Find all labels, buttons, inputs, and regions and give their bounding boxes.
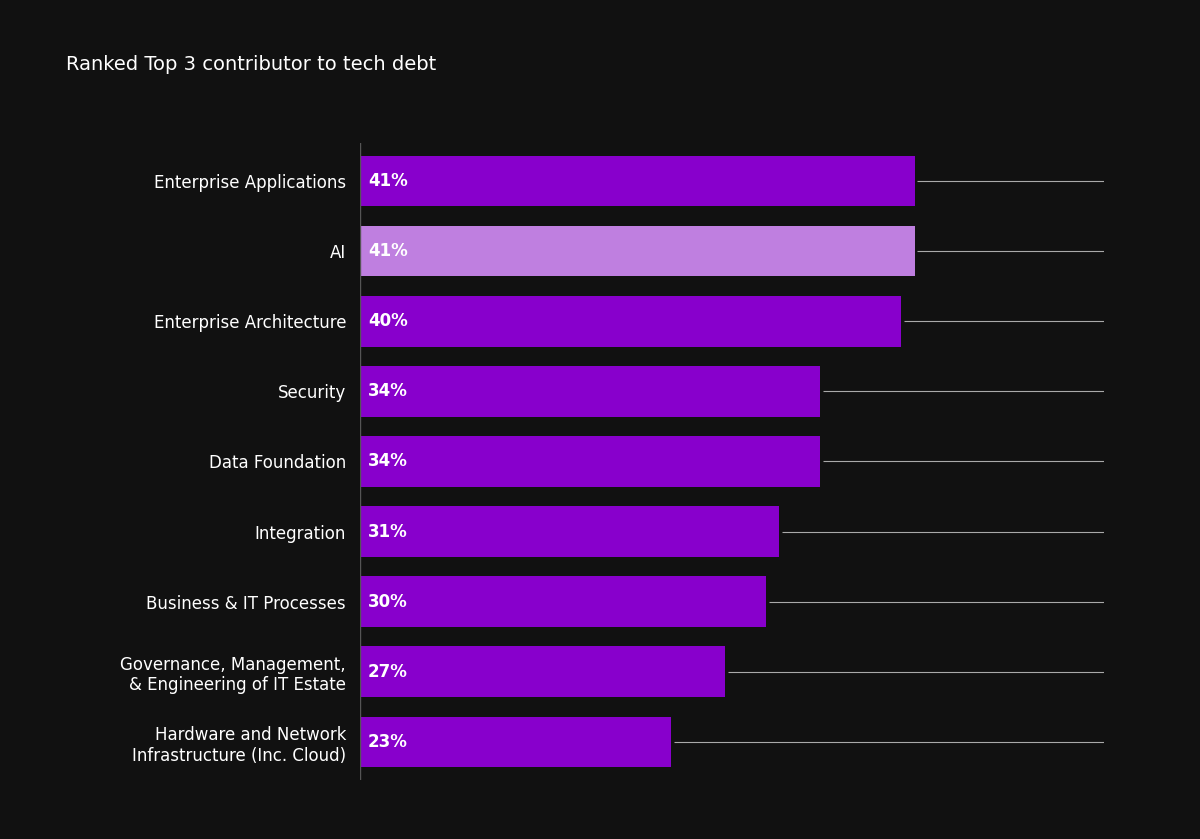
Bar bbox=[360, 296, 901, 347]
Bar bbox=[360, 506, 779, 557]
Text: 30%: 30% bbox=[368, 592, 408, 611]
Bar bbox=[360, 156, 914, 206]
Text: 34%: 34% bbox=[368, 383, 408, 400]
Text: Ranked Top 3 contributor to tech debt: Ranked Top 3 contributor to tech debt bbox=[66, 55, 437, 74]
Bar bbox=[360, 436, 820, 487]
Text: 41%: 41% bbox=[368, 172, 408, 190]
Text: 34%: 34% bbox=[368, 452, 408, 471]
Bar bbox=[360, 366, 820, 417]
Bar bbox=[360, 226, 914, 277]
Bar bbox=[360, 576, 766, 627]
Text: 27%: 27% bbox=[368, 663, 408, 680]
Text: 23%: 23% bbox=[368, 732, 408, 751]
Text: 40%: 40% bbox=[368, 312, 408, 331]
Text: 31%: 31% bbox=[368, 523, 408, 540]
Text: 41%: 41% bbox=[368, 242, 408, 260]
Bar bbox=[360, 646, 725, 697]
Bar bbox=[360, 717, 671, 767]
